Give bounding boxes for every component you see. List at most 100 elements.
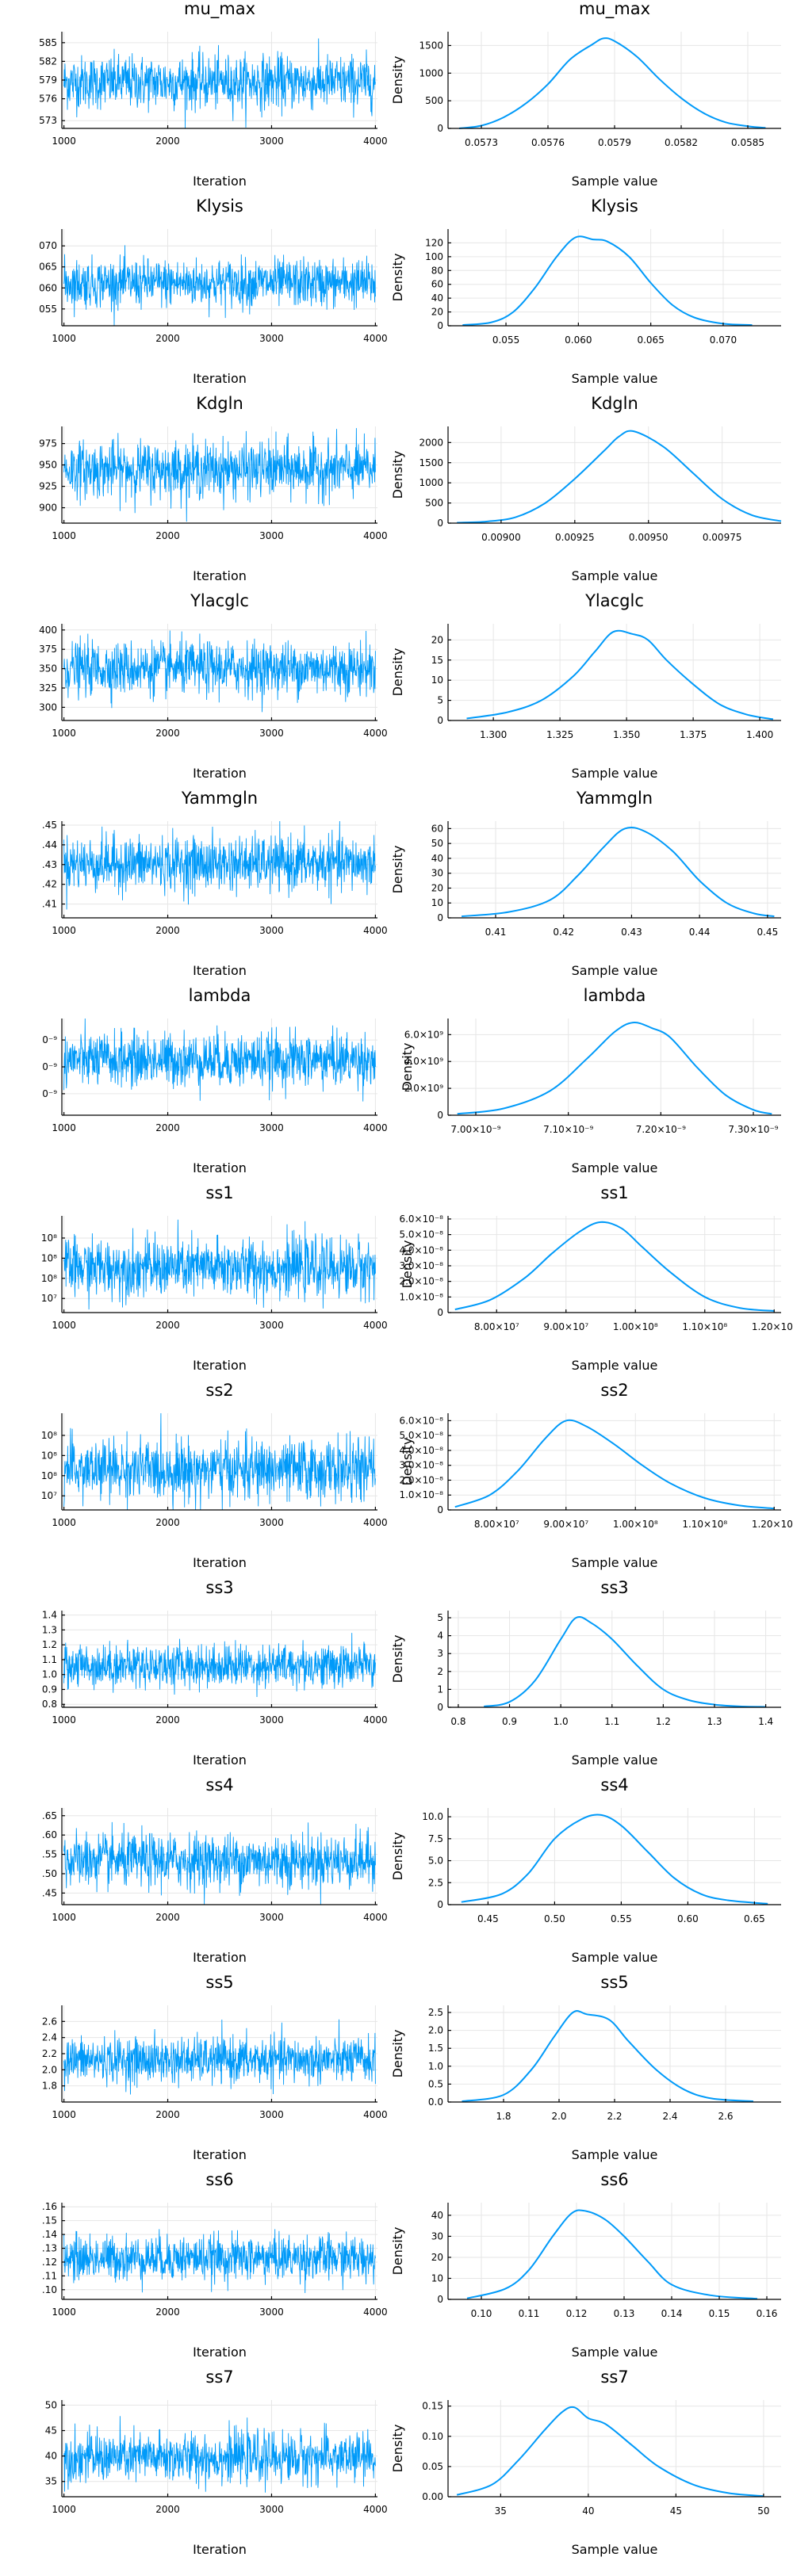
- density-y-tick-label: 80: [431, 265, 443, 276]
- density-y-tick-label: 0.15: [422, 2401, 443, 2412]
- density-y-tick-label: 10: [431, 675, 443, 686]
- trace-y-tick-label: 325: [39, 682, 57, 694]
- density-y-tick-label: 0: [437, 912, 443, 923]
- trace-x-tick-label: 2000: [155, 1912, 180, 1923]
- trace-title: ss4: [205, 1775, 233, 1794]
- density-x-tick-label: 2.2: [607, 2111, 622, 2122]
- density-x-tick-label: 0.9: [502, 1716, 517, 1727]
- density-y-tick-label: 0: [437, 2294, 443, 2305]
- density-plot-ss3: ss3 0.8 0.9 1.0 1.1 1.2 1.3 1.4 0 1 2 3 4 5 Sample val…: [390, 1578, 781, 1768]
- trace-x-tick-label: 1000: [52, 925, 76, 936]
- density-y-tick-label: 15: [431, 655, 443, 666]
- density-x-tick-label: 0.44: [689, 927, 711, 938]
- trace-y-tick-label: 0.9: [42, 1684, 57, 1695]
- trace-x-axis-label: Iteration: [193, 2345, 247, 2360]
- density-y-tick-label: 500: [425, 498, 443, 509]
- density-x-tick-label: 0.8: [450, 1716, 465, 1727]
- trace-plot-ss1: ss1 1000 2000 3000 4000 10⁷ 10⁸ 10⁸ 10⁸ Iteration: [41, 1183, 388, 1373]
- density-y-axis-label: Density: [390, 1635, 405, 1684]
- density-title: mu_max: [579, 0, 650, 19]
- density-x-axis-label: Sample value: [572, 174, 658, 189]
- trace-x-axis-label: Iteration: [193, 1358, 247, 1373]
- trace-x-tick-label: 2000: [155, 925, 180, 936]
- trace-y-tick-label: 1.0: [42, 1669, 57, 1680]
- trace-title: ss5: [205, 1973, 233, 1992]
- trace-x-tick-label: 4000: [363, 1912, 388, 1923]
- trace-y-tick-label: 925: [39, 481, 57, 492]
- density-x-axis-label: Sample value: [572, 2147, 658, 2162]
- trace-y-tick-label: 0.8: [42, 1699, 57, 1710]
- trace-x-tick-label: 3000: [259, 1912, 284, 1923]
- density-title: Ylacglc: [584, 591, 644, 610]
- trace-x-tick-label: 3000: [259, 1122, 284, 1133]
- density-y-tick-label: 30: [431, 868, 443, 879]
- trace-y-tick-label: 40: [45, 2451, 57, 2462]
- trace-x-axis-label: Iteration: [193, 2542, 247, 2557]
- trace-series-Yammgln: [63, 820, 376, 910]
- density-y-tick-label: 0: [437, 715, 443, 726]
- density-x-axis-label: Sample value: [572, 1160, 658, 1175]
- density-y-tick-label: 1.0×10⁻⁸: [399, 1489, 443, 1500]
- density-x-tick-label: 0.0573: [465, 137, 498, 148]
- trace-x-tick-label: 1000: [52, 136, 76, 147]
- trace-x-tick-label: 3000: [259, 530, 284, 541]
- trace-x-axis-label: Iteration: [193, 1160, 247, 1175]
- density-plot-Yammgln: Yammgln 0.41 0.42 0.43 0.44 0.45 0 10 20 30 40 50 60…: [390, 789, 781, 978]
- density-x-tick-label: 1.3: [707, 1716, 722, 1727]
- density-y-tick-label: 20: [431, 634, 443, 645]
- density-x-tick-label: 7.30×10⁻⁹: [728, 1124, 778, 1135]
- density-x-tick-label: 0.065: [637, 334, 664, 346]
- trace-x-tick-label: 3000: [259, 333, 284, 344]
- trace-x-axis-label: Iteration: [193, 1950, 247, 1965]
- density-x-tick-label: 0.14: [661, 2308, 683, 2319]
- density-curve-ss1: [454, 1221, 775, 1312]
- density-y-axis-label: Density: [400, 1240, 415, 1289]
- trace-y-tick-label: 070: [39, 240, 57, 251]
- trace-x-axis-label: Iteration: [193, 568, 247, 583]
- density-title: ss7: [600, 2368, 628, 2387]
- trace-x-tick-label: 1000: [52, 1912, 76, 1923]
- trace-x-tick-label: 4000: [363, 2109, 388, 2120]
- density-y-axis-label: Density: [390, 254, 405, 302]
- density-y-tick-label: 1000: [419, 477, 443, 488]
- density-x-tick-label: 0.0579: [598, 137, 631, 148]
- trace-title: lambda: [189, 986, 251, 1005]
- density-curve-ss2: [454, 1419, 775, 1510]
- trace-y-tick-label: 10⁸: [41, 1470, 57, 1481]
- density-y-axis-label: Density: [390, 1833, 405, 1881]
- density-x-tick-label: 7.00×10⁻⁹: [450, 1124, 500, 1135]
- trace-y-tick-label: .15: [42, 2215, 57, 2226]
- density-x-tick-label: 0.41: [485, 927, 507, 938]
- density-x-tick-label: 45: [670, 2505, 682, 2517]
- trace-y-tick-label: 055: [39, 304, 57, 315]
- density-y-tick-label: 4.0×10⁻⁸: [399, 1445, 443, 1456]
- density-y-tick-label: 0: [437, 518, 443, 529]
- trace-y-tick-label: 1.8: [42, 2081, 57, 2092]
- density-x-tick-label: 0.055: [492, 334, 519, 346]
- trace-x-tick-label: 1000: [52, 333, 76, 344]
- density-curve-ss4: [461, 1814, 768, 1905]
- trace-x-axis-label: Iteration: [193, 1752, 247, 1768]
- trace-x-tick-label: 1000: [52, 2504, 76, 2515]
- density-plot-ss7: ss7 35 40 45 50 0.00 0.05 0.10 0.15 Sample value D…: [390, 2368, 781, 2557]
- trace-plot-Ylacglc: Ylacglc 1000 2000 3000 4000 300 325 350 375 400 It…: [39, 591, 388, 781]
- density-plot-Kdgln: Kdgln 0.00900 0.00925 0.00950 0.00975 0 500 100…: [390, 394, 782, 583]
- density-x-axis-label: Sample value: [572, 2345, 658, 2360]
- density-x-tick-label: 0.43: [621, 927, 642, 938]
- density-y-tick-label: 1000: [419, 67, 443, 78]
- trace-y-tick-label: 582: [39, 55, 57, 67]
- trace-x-tick-label: 3000: [259, 1517, 284, 1528]
- density-y-tick-label: 2000: [419, 437, 443, 448]
- trace-x-tick-label: 1000: [52, 1320, 76, 1331]
- density-x-tick-label: 1.00×10⁸: [613, 1519, 658, 1530]
- trace-x-tick-label: 1000: [52, 1122, 76, 1133]
- param-panel-lambda: lambda 1000 2000 3000 4000 0⁻⁹ 0⁻⁹ 0⁻⁹ Iteration…: [42, 986, 781, 1175]
- trace-y-tick-label: 2.4: [42, 2032, 57, 2043]
- density-y-tick-label: 10: [431, 2272, 443, 2284]
- trace-title: ss1: [205, 1183, 233, 1202]
- density-y-axis-label: Density: [400, 1438, 415, 1486]
- trace-y-tick-label: .13: [42, 2243, 57, 2254]
